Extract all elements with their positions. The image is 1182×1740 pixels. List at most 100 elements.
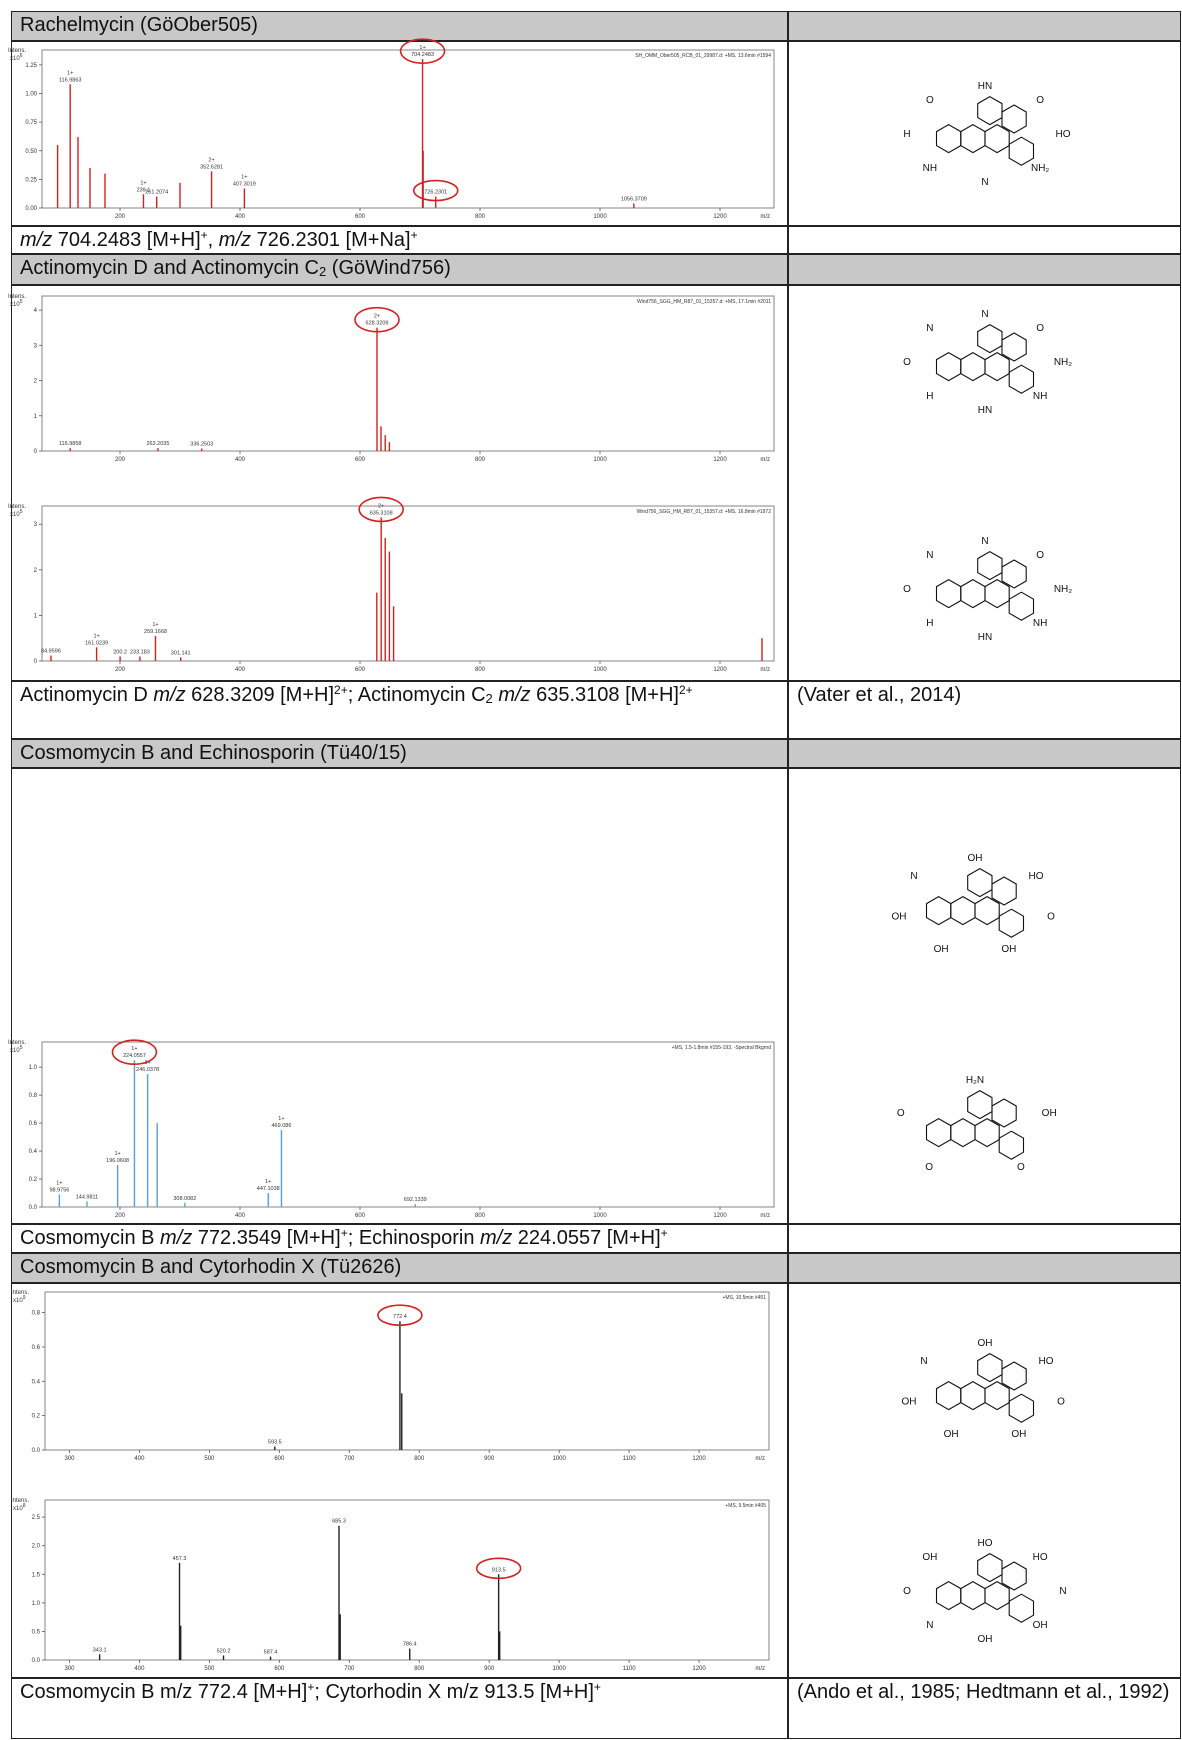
y-tick-label: 2: [34, 568, 38, 574]
y-tick-label: 0.25: [25, 177, 37, 183]
ring: [1002, 105, 1026, 133]
y-tick-label: 0.75: [25, 120, 37, 126]
ring: [1002, 1562, 1026, 1590]
scan-info: +MS, 10.5min #451: [723, 1295, 767, 1301]
scan-info: +MS, 9.5min #405: [725, 1503, 766, 1509]
ring: [1002, 560, 1026, 588]
peak-label: 913.5: [492, 1567, 506, 1573]
x-tick-label: 600: [355, 214, 366, 220]
x-tick-label: 1100: [623, 1456, 637, 1462]
ring: [978, 552, 1002, 580]
peak-label: 263.2035: [146, 441, 169, 447]
atom-label: O: [903, 357, 911, 368]
y-tick-label: 2.0: [32, 1544, 41, 1550]
x-tick-label: 800: [475, 1213, 486, 1219]
x-tick-label: 700: [344, 1456, 355, 1462]
charge-label: 1+: [93, 633, 99, 639]
scan-info: Wind756_SGG_HM_R87_01_15357.d: +MS, 17.1…: [637, 299, 771, 305]
y-tick-label: 3: [34, 522, 38, 528]
x-tick-label: 1000: [593, 214, 607, 220]
x-tick-label: 1000: [593, 667, 607, 673]
x-tick-label: 300: [64, 1666, 75, 1672]
scan-info: +MS, 1.5-1.8min #155-193, -Spectral Bkgr…: [672, 1045, 772, 1051]
atom-label: O: [926, 95, 934, 106]
ring: [951, 897, 975, 925]
charge-label: 1+: [114, 1151, 120, 1157]
atom-label: NH₂: [1054, 357, 1072, 368]
charge-label: 2+: [378, 503, 384, 509]
intens-label: Intens.: [11, 1498, 29, 1504]
x-tick-label: 600: [355, 457, 366, 463]
peak-label: 447.1038: [257, 1186, 280, 1192]
ring: [937, 1582, 961, 1610]
plot-frame: [45, 1500, 769, 1660]
scale-part: 8: [23, 1503, 26, 1509]
atom-label: HO: [1028, 871, 1043, 882]
y-tick-label: 0.6: [32, 1345, 41, 1351]
x-tick-label: 1200: [713, 214, 727, 220]
x-tick-label: 1100: [623, 1666, 637, 1672]
x-tick-label: 300: [64, 1456, 75, 1462]
x-tick-label: 200: [115, 1213, 126, 1219]
y-tick-label: 1.5: [32, 1572, 41, 1578]
x-tick-label: 1200: [692, 1456, 706, 1462]
charge-label: 1+: [265, 1179, 271, 1185]
x-tick-label: 200: [115, 214, 126, 220]
ring: [961, 353, 985, 381]
atom-label: HO: [1038, 1356, 1053, 1367]
peak-label: 200.2: [113, 649, 127, 655]
ring: [978, 325, 1002, 353]
y-tick-label: 0.2: [29, 1177, 38, 1183]
atom-label: NH: [923, 163, 937, 174]
peak-label: 196.0608: [106, 1158, 129, 1164]
charge-label: 1+: [152, 622, 158, 628]
y-tick-label: 0: [34, 449, 38, 455]
peak-label: 685.3: [332, 1519, 346, 1525]
scan-info: Wind756_SGG_HM_R87_01_15357.d: +MS, 16.8…: [637, 509, 772, 515]
peak-label: 161.0239: [85, 640, 108, 646]
peak-label: 352.6281: [200, 164, 223, 170]
x-tick-label: 600: [274, 1666, 285, 1672]
x-tick-label: 1000: [552, 1666, 566, 1672]
charge-label: 1+: [67, 70, 73, 76]
peak-label: 587.4: [264, 1650, 278, 1656]
ring: [1009, 592, 1033, 620]
ring: [1009, 137, 1033, 165]
scale-label: x109: [13, 1295, 26, 1304]
atom-label: N: [1059, 1586, 1066, 1597]
ring: [927, 1119, 951, 1147]
axis-label: m/z: [760, 457, 770, 463]
scale-part: 5: [20, 299, 23, 305]
y-tick-label: 2.5: [32, 1515, 41, 1521]
scale-label: x106: [10, 53, 23, 62]
x-tick-label: 1200: [692, 1666, 706, 1672]
scale-part: 5: [20, 1045, 23, 1051]
atom-label: H₂N: [966, 1075, 984, 1086]
atom-label: OH: [1033, 1620, 1048, 1631]
y-tick-label: 0.00: [25, 206, 37, 212]
atom-label: OH: [1001, 944, 1016, 955]
peak-label: 343.1: [93, 1647, 107, 1653]
x-tick-label: 1000: [593, 457, 607, 463]
ring: [985, 1582, 1009, 1610]
y-tick-label: 0.4: [29, 1149, 38, 1155]
ring: [961, 125, 985, 153]
scan-info: SH_OMM_Ober505_RCB_01_29987.d: +MS, 13.6…: [635, 53, 771, 59]
x-tick-label: 400: [235, 214, 246, 220]
y-tick-label: 0.4: [32, 1379, 41, 1385]
peak-label: 116.9863: [59, 77, 82, 83]
atom-label: O: [1036, 95, 1044, 106]
structure: [937, 97, 1034, 166]
x-tick-label: 500: [204, 1456, 215, 1462]
peak-label: 635.3108: [370, 510, 393, 516]
x-tick-label: 700: [344, 1666, 355, 1672]
atom-label: O: [1036, 323, 1044, 334]
scale-label: x105: [10, 509, 23, 518]
atom-label: OH: [978, 1634, 993, 1645]
x-tick-label: 500: [204, 1666, 215, 1672]
atom-label: H: [926, 391, 933, 402]
x-tick-label: 200: [115, 667, 126, 673]
peak-label: 261.2074: [145, 190, 168, 196]
atom-label: O: [1036, 550, 1044, 561]
atom-label: OH: [944, 1429, 959, 1440]
